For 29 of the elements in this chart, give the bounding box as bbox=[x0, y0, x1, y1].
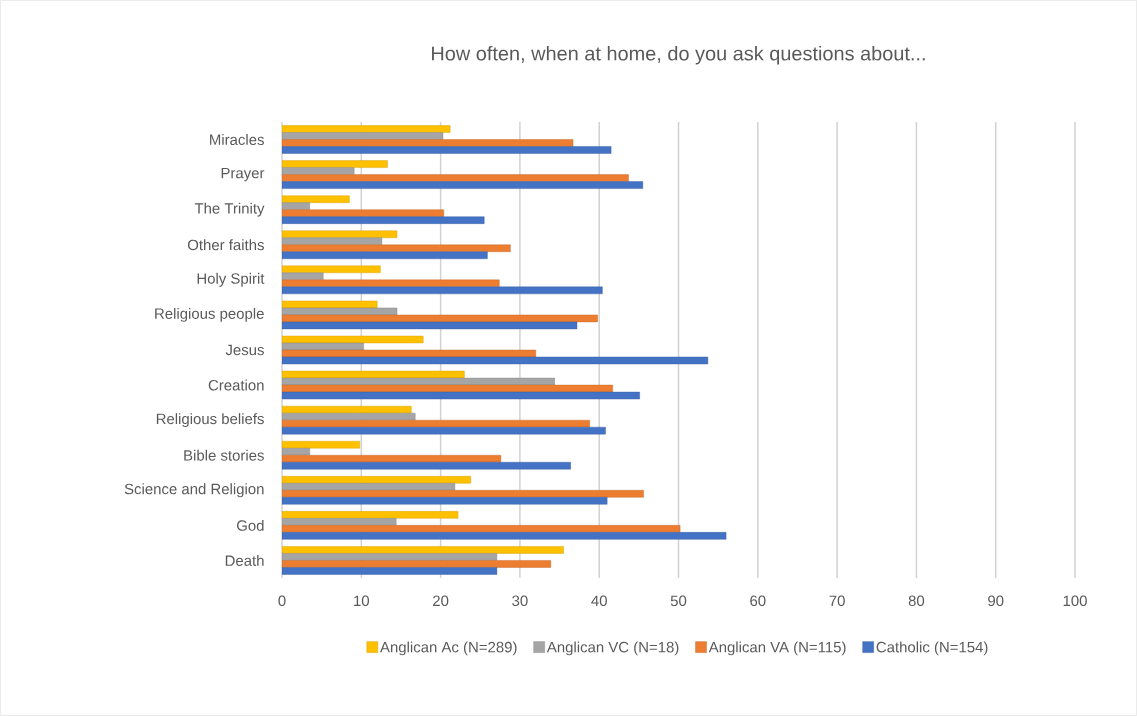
legend-label: Anglican VA (N=115) bbox=[708, 641, 846, 656]
x-tick-label: 50 bbox=[670, 595, 687, 607]
y-tick-label: Holy Spirit bbox=[197, 272, 265, 287]
chart-title: How often, when at home, do you ask questions about... bbox=[432, 45, 925, 65]
y-tick-label: Miracles bbox=[210, 134, 264, 145]
y-tick-label: Death bbox=[225, 554, 264, 566]
x-tick-label: 60 bbox=[750, 595, 766, 607]
legend-label: Catholic (N=154) bbox=[876, 641, 988, 656]
y-tick-label: Bible stories bbox=[184, 449, 264, 461]
x-tick-label: 90 bbox=[988, 595, 1004, 607]
y-tick-label: Jesus bbox=[225, 344, 264, 356]
x-tick-label: 40 bbox=[591, 595, 607, 607]
x-tick-label: 0 bbox=[278, 595, 286, 607]
y-tick-label: Religious people bbox=[155, 307, 264, 322]
x-tick-label: 10 bbox=[354, 595, 370, 607]
x-tick-label: 100 bbox=[1063, 595, 1087, 607]
legend-label: Anglican Ac (N=289) bbox=[380, 641, 517, 656]
y-tick-label: Other faiths bbox=[187, 239, 264, 251]
x-tick-label: 20 bbox=[433, 595, 449, 607]
y-tick-label: God bbox=[236, 519, 264, 531]
x-tick-label: 30 bbox=[512, 595, 528, 607]
y-tick-label: The Trinity bbox=[194, 202, 265, 217]
y-tick-label: Religious beliefs bbox=[156, 413, 264, 428]
y-tick-label: Creation bbox=[208, 379, 264, 391]
y-tick-label: Prayer bbox=[221, 167, 265, 182]
legend-label: Anglican VC (N=18) bbox=[546, 641, 679, 656]
y-tick-label: Science and Religion bbox=[124, 483, 264, 498]
x-tick-label: 80 bbox=[908, 595, 925, 607]
x-tick-label: 70 bbox=[829, 595, 845, 607]
